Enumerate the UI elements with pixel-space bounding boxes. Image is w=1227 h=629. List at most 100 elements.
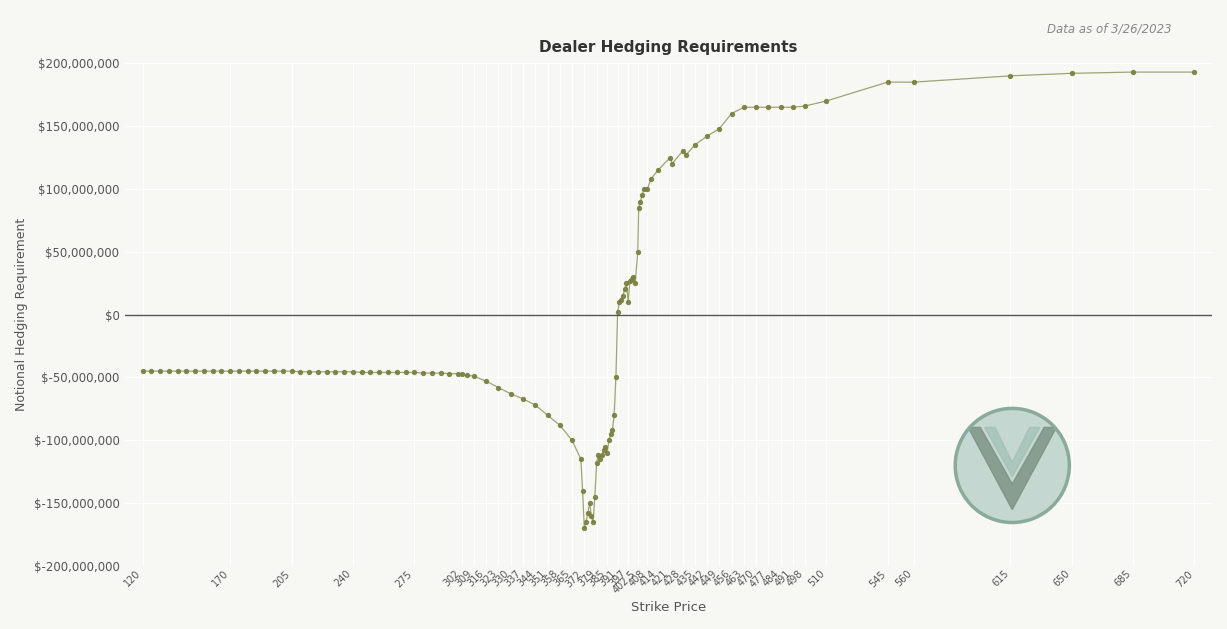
Point	[229, 366, 249, 376]
Point	[1184, 67, 1204, 77]
Point	[387, 367, 406, 377]
Point	[631, 196, 650, 206]
Point	[571, 454, 590, 464]
Point	[610, 297, 629, 307]
X-axis label: Strike Price: Strike Price	[631, 601, 706, 614]
Polygon shape	[968, 428, 1056, 509]
Point	[160, 366, 179, 376]
Point	[672, 146, 692, 156]
Point	[378, 367, 398, 377]
Point	[537, 410, 557, 420]
Point	[291, 367, 310, 377]
Point	[177, 366, 196, 376]
Point	[272, 366, 292, 376]
Point	[464, 371, 483, 381]
Point	[599, 435, 618, 445]
Point	[211, 366, 231, 376]
Point	[1123, 67, 1142, 77]
Point	[580, 498, 600, 508]
Title: Dealer Hedging Requirements: Dealer Hedging Requirements	[539, 40, 798, 55]
Point	[771, 103, 790, 113]
Point	[634, 184, 654, 194]
Point	[448, 369, 467, 379]
Point	[578, 508, 598, 518]
Point	[299, 367, 319, 377]
Point	[676, 150, 696, 160]
Point	[617, 278, 637, 288]
Point	[595, 442, 615, 452]
Point	[308, 367, 328, 377]
Point	[168, 366, 188, 376]
Point	[697, 131, 717, 141]
Point	[904, 77, 924, 87]
Point	[334, 367, 353, 377]
Point	[344, 367, 363, 377]
Point	[642, 174, 661, 184]
Point	[783, 103, 802, 113]
Point	[734, 103, 753, 113]
Point	[194, 366, 213, 376]
Point	[816, 96, 836, 106]
Point	[629, 203, 649, 213]
Point	[452, 369, 471, 379]
Point	[587, 458, 606, 468]
Point	[582, 511, 601, 521]
Y-axis label: Notional Hedging Requirement: Notional Hedging Requirement	[15, 218, 28, 411]
Text: Data as of 3/26/2023: Data as of 3/26/2023	[1047, 22, 1172, 35]
Point	[202, 366, 222, 376]
Point	[317, 367, 336, 377]
Point	[488, 382, 508, 392]
Point	[185, 366, 205, 376]
Point	[623, 272, 643, 282]
Point	[513, 394, 533, 404]
Polygon shape	[985, 428, 1040, 477]
Point	[709, 123, 729, 133]
Point	[758, 103, 778, 113]
Point	[614, 291, 633, 301]
Point	[622, 274, 642, 284]
Point	[369, 367, 389, 377]
Point	[590, 454, 610, 464]
Point	[238, 366, 258, 376]
Point	[133, 366, 152, 376]
Point	[456, 370, 476, 380]
Point	[255, 366, 275, 376]
Circle shape	[956, 408, 1069, 523]
Point	[606, 372, 626, 382]
Point	[795, 101, 815, 111]
Point	[574, 523, 594, 533]
Point	[1061, 69, 1081, 79]
Point	[620, 276, 639, 286]
Point	[141, 366, 161, 376]
Point	[550, 420, 569, 430]
Point	[611, 294, 631, 304]
Point	[562, 435, 582, 445]
Point	[601, 429, 621, 439]
Point	[607, 307, 627, 317]
Point	[352, 367, 372, 377]
Point	[501, 389, 520, 399]
Point	[615, 284, 634, 294]
Point	[605, 410, 625, 420]
Point	[413, 368, 433, 378]
Point	[589, 450, 609, 460]
Point	[583, 517, 602, 527]
Point	[282, 366, 302, 376]
Point	[721, 109, 741, 119]
Point	[1000, 71, 1020, 81]
Point	[632, 190, 652, 200]
Point	[361, 367, 380, 377]
Point	[593, 450, 612, 460]
Point	[618, 297, 638, 307]
Point	[573, 486, 593, 496]
Point	[594, 445, 614, 455]
Point	[663, 159, 682, 169]
Point	[264, 366, 283, 376]
Point	[638, 184, 658, 194]
Point	[626, 278, 645, 288]
Point	[598, 448, 617, 458]
Point	[585, 492, 605, 502]
Point	[325, 367, 345, 377]
Point	[221, 366, 240, 376]
Point	[395, 367, 415, 377]
